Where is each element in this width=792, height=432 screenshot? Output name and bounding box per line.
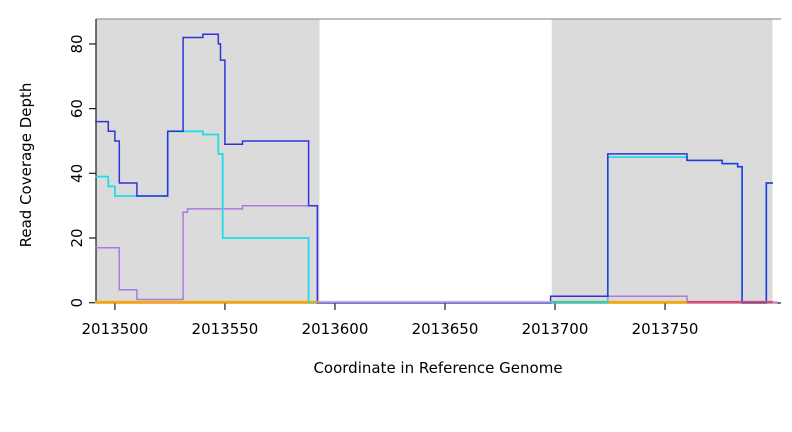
x-tick-label: 2013500 bbox=[82, 320, 149, 338]
y-tick-label: 20 bbox=[68, 228, 86, 247]
y-tick-label: 0 bbox=[68, 298, 86, 308]
y-axis-title: Read Coverage Depth bbox=[17, 83, 35, 248]
y-tick-label: 60 bbox=[68, 99, 86, 118]
repeat-region-band bbox=[551, 19, 773, 303]
x-axis-title: Coordinate in Reference Genome bbox=[313, 359, 562, 377]
x-tick-label: 2013600 bbox=[302, 320, 369, 338]
series-unique-bottom bbox=[95, 204, 778, 304]
x-tick-label: 2013750 bbox=[632, 320, 699, 338]
series-unique-total bbox=[95, 33, 773, 304]
x-tick-label: 2013700 bbox=[522, 320, 589, 338]
y-tick-label: 40 bbox=[68, 164, 86, 183]
repeat-region-band bbox=[96, 19, 320, 303]
y-tick-label: 80 bbox=[68, 34, 86, 53]
x-tick-label: 2013650 bbox=[412, 320, 479, 338]
x-tick-label: 2013550 bbox=[192, 320, 259, 338]
